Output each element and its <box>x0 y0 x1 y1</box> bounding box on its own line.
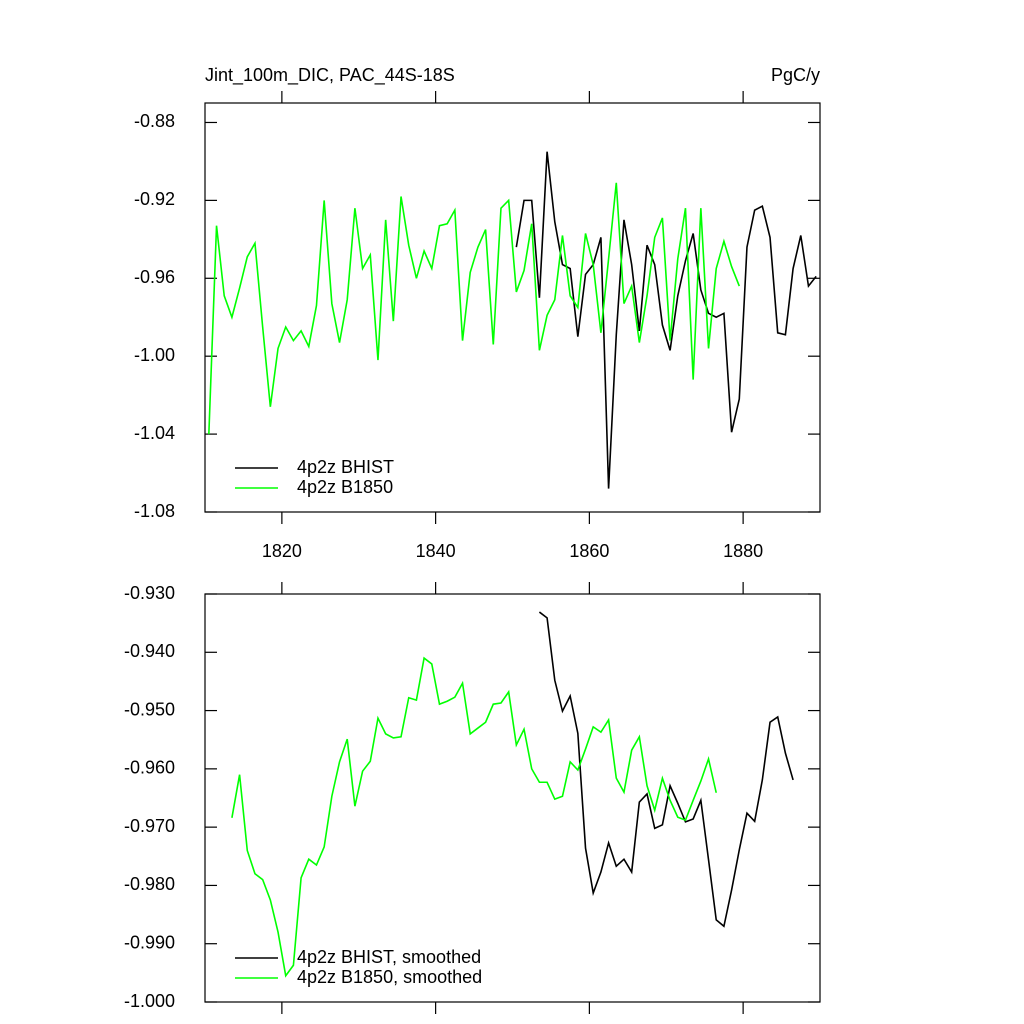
legend-label: 4p2z B1850 <box>297 477 393 497</box>
y-tick-label: -1.000 <box>124 991 175 1011</box>
series-line <box>231 656 718 978</box>
y-tick-label: -0.980 <box>124 874 175 894</box>
y-tick-label: -1.00 <box>134 345 175 365</box>
y-tick-label: -0.930 <box>124 583 175 603</box>
y-tick-label: -0.990 <box>124 932 175 952</box>
plot-frame <box>204 102 821 513</box>
series-line <box>538 611 794 928</box>
x-tick-label: 1880 <box>723 541 763 561</box>
y-tick-label: -0.92 <box>134 189 175 209</box>
chart-title: Jint_100m_DIC, PAC_44S-18S <box>205 65 455 86</box>
x-tick-label: 1840 <box>416 541 456 561</box>
legend-label: 4p2z BHIST, smoothed <box>297 947 481 967</box>
y-tick-label: -1.08 <box>134 501 175 521</box>
x-tick-label: 1860 <box>569 541 609 561</box>
y-tick-label: -0.950 <box>124 699 175 719</box>
y-tick-label: -0.96 <box>134 267 175 287</box>
series-line <box>208 182 741 435</box>
legend-label: 4p2z BHIST <box>297 457 394 477</box>
y-tick-label: -0.960 <box>124 758 175 778</box>
series-line <box>515 151 817 489</box>
y-tick-label: -0.970 <box>124 816 175 836</box>
y-tick-label: -0.88 <box>134 111 175 131</box>
y-tick-label: -1.04 <box>134 423 175 443</box>
x-tick-label: 1820 <box>262 541 302 561</box>
units-label: PgC/y <box>771 65 820 85</box>
legend-label: 4p2z B1850, smoothed <box>297 967 482 987</box>
y-tick-label: -0.940 <box>124 641 175 661</box>
plot-frame <box>204 593 821 1003</box>
